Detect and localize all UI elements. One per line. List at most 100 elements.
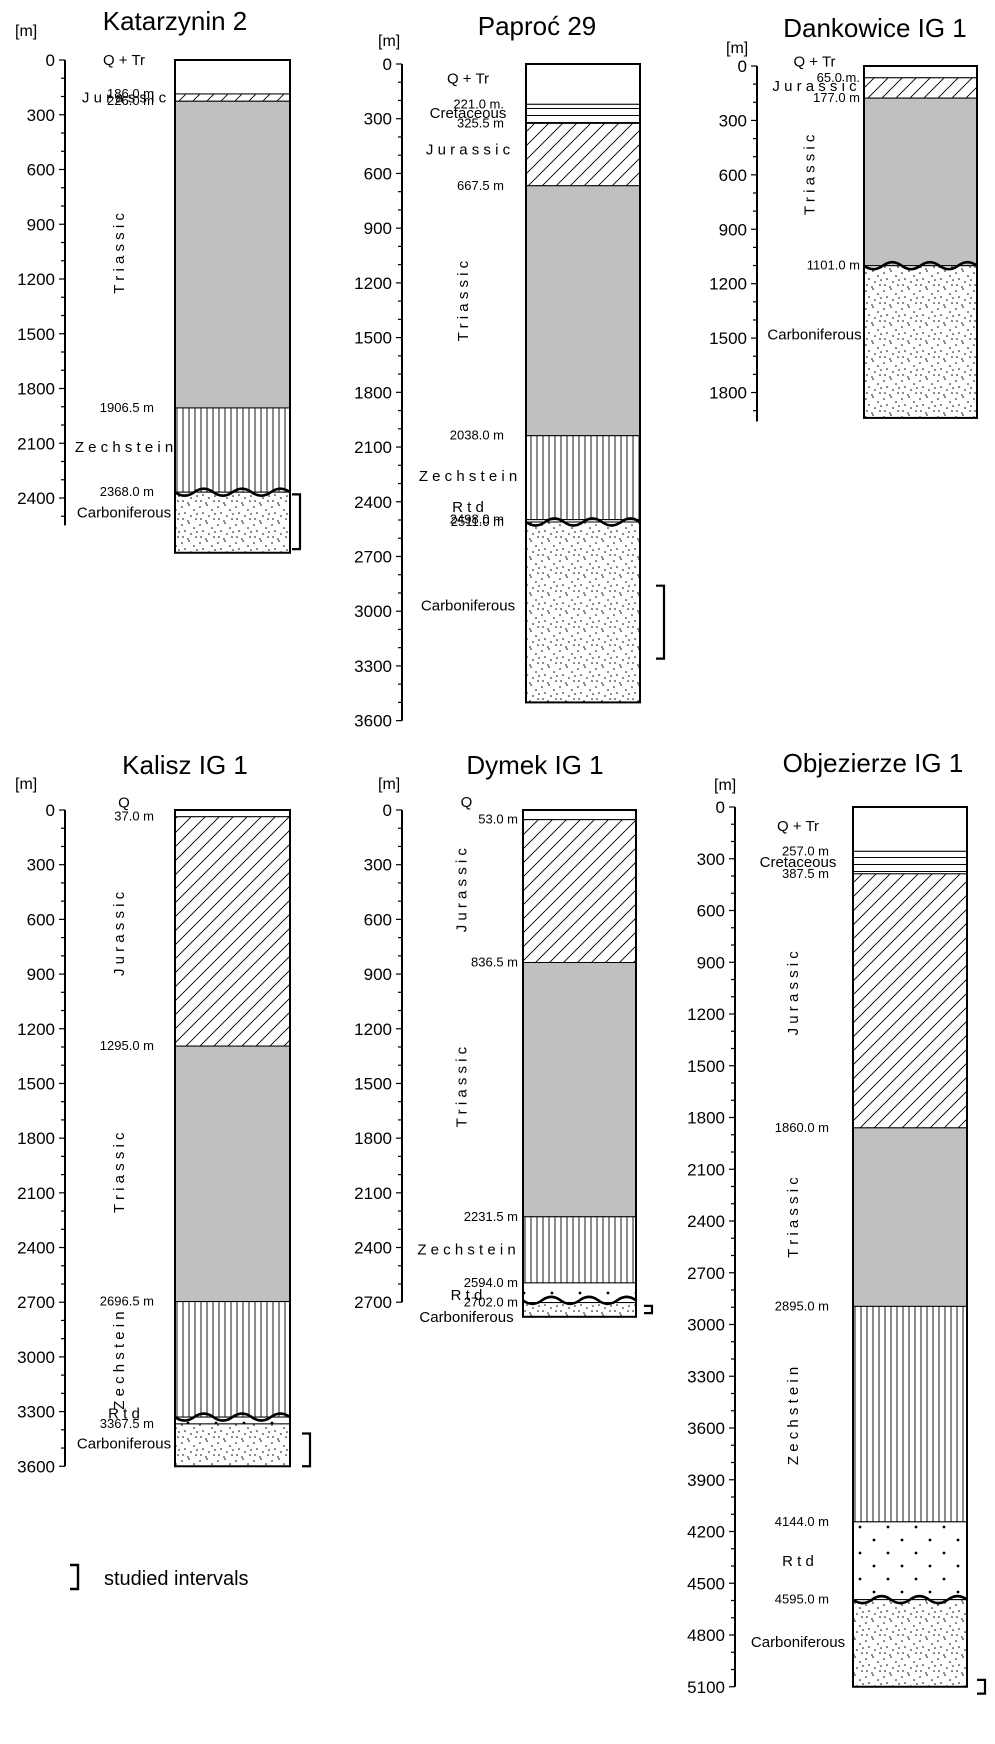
boundary-depth-label: 186.0 m: [107, 86, 154, 101]
axis-tick-label: 3000: [17, 1348, 55, 1367]
unit-label-cretaceous: Cretaceous: [430, 105, 507, 122]
layer-triassic: [852, 1127, 968, 1307]
axis-tick-label: 1800: [354, 383, 392, 402]
studied-interval-bracket: [977, 1678, 987, 1695]
column-title: Dankowice IG 1: [783, 13, 967, 43]
axis-tick-label: 300: [364, 110, 392, 129]
axis-tick-label: 900: [27, 215, 55, 234]
unit-label-j-u-r-a-s-s-i-c: J u r a s s i c: [772, 78, 857, 95]
axis-tick-label: 2400: [17, 489, 55, 508]
axis-tick-label: 900: [697, 953, 725, 972]
axis-unit-label: [m]: [714, 777, 736, 794]
legend-label: studied intervals: [104, 1568, 249, 1590]
axis-tick-label: 900: [364, 219, 392, 238]
boundary-depth-label: 2702.0 m: [464, 1295, 518, 1310]
axis-tick-label: 2100: [354, 1184, 392, 1203]
layer-zechstein: [174, 1301, 291, 1418]
axis-tick-label: 3300: [17, 1403, 55, 1422]
boundary-depth-label: 387.5 m: [782, 866, 829, 881]
unit-label-q-tr: Q + Tr: [793, 53, 835, 70]
axis-tick-label: 900: [364, 965, 392, 984]
axis-tick-label: 1800: [17, 380, 55, 399]
unit-label-t-r-i-a-s-s-i-c: T r i a s s i c: [111, 1132, 128, 1213]
boundary-depth-label: 1101.0 m: [807, 258, 860, 273]
axis-tick-label: 1200: [17, 270, 55, 289]
layer-jurassic: [522, 819, 637, 963]
boundary-depth-label: 53.0 m: [478, 812, 518, 827]
unit-label-t-r-i-a-s-s-i-c: T r i a s s i c: [785, 1177, 802, 1258]
axis-tick-label: 1500: [354, 329, 392, 348]
unit-label-t-r-i-a-s-s-i-c: T r i a s s i c: [802, 134, 819, 215]
boundary-depth-label: 2498.0 m: [450, 512, 504, 527]
boundary-depth-label: 221.0 m.: [453, 96, 504, 111]
boundary-depth-label: 37.0 m: [114, 809, 154, 824]
boundary-depth-label: 2895.0 m: [775, 1298, 829, 1313]
column-dankowice-ig-1: Dankowice IG 1 [m]0 300 600 900 1200 1500 1800 6…: [709, 13, 978, 422]
boundary-depth-label: 2696.5 m: [100, 1294, 154, 1309]
layer-q: [522, 809, 637, 821]
unit-label-j-u-r-a-s-s-i-c: J u r a s s i c: [82, 90, 167, 107]
column-frame: [525, 63, 641, 704]
column-title: Kalisz IG 1: [122, 750, 248, 780]
layer-carboniferous: [174, 1423, 291, 1467]
column-frame: [174, 809, 291, 1468]
unit-label-j-u-r-a-s-s-i-c: J u r a s s i c: [454, 848, 471, 933]
axis-tick-label: 600: [364, 910, 392, 929]
unit-label-carboniferous: Carboniferous: [77, 505, 171, 522]
axis-tick-label: 600: [719, 166, 747, 185]
unconformity-line: [174, 1412, 291, 1422]
axis-tick-label: 300: [719, 111, 747, 130]
axis-tick-label: 2100: [687, 1160, 725, 1179]
boundary-depth-label: 3367.5 m: [100, 1416, 154, 1431]
axis-tick-label: 2400: [687, 1212, 725, 1231]
axis-tick-label: 1800: [709, 384, 747, 403]
axis-tick-label: 3600: [17, 1457, 55, 1476]
axis-tick-label: 600: [364, 164, 392, 183]
layer-q-tr: [863, 65, 978, 79]
boundary-depth-label: 226.0 m: [107, 93, 154, 108]
layer-triassic: [174, 100, 291, 409]
column-title: Dymek IG 1: [466, 750, 603, 780]
unit-label-z-e-c-h-s-t-e-i-n: Z e c h s t e i n: [111, 1311, 128, 1409]
axis-tick-label: 2700: [354, 547, 392, 566]
column-katarzynin-2: Katarzynin 2 [m] 0 300 600 900 1200 1500 1800 210…: [15, 6, 302, 554]
axis-tick-label: 0: [383, 55, 392, 74]
studied-interval-bracket: [644, 1304, 654, 1315]
layer-zechstein: [852, 1305, 968, 1523]
axis-tick-label: 5100: [687, 1678, 725, 1697]
axis-tick-label: 2400: [354, 493, 392, 512]
layer-jurassic: [852, 873, 968, 1129]
column-frame: [852, 806, 968, 1688]
column-title: Paproć 29: [478, 11, 597, 41]
column-dymek-ig-1: Dymek IG 1 [m] 0 300 600 900 1200 1500 1800 2100 2…: [354, 750, 654, 1326]
unit-label-q-tr: Q + Tr: [777, 818, 819, 835]
column-title: Objezierze IG 1: [783, 748, 964, 778]
axis-tick-label: 2100: [17, 434, 55, 453]
column-frame: [863, 65, 978, 419]
axis-tick-label: 1800: [354, 1129, 392, 1148]
layer-q: [174, 809, 291, 818]
unit-label-carboniferous: Carboniferous: [751, 1634, 845, 1651]
unit-label-r-t-d: R t d: [108, 1405, 140, 1422]
layer-triassic: [522, 961, 637, 1218]
axis-tick-label: 3600: [687, 1419, 725, 1438]
unit-label-q: Q: [461, 794, 473, 811]
boundary-depth-label: 2038.0 m: [450, 428, 504, 443]
axis-tick-label: 1200: [687, 1005, 725, 1024]
axis-tick-label: 2100: [17, 1184, 55, 1203]
axis-tick-label: 1500: [17, 1074, 55, 1093]
axis-tick-label: 1200: [354, 1020, 392, 1039]
unconformity-line: [863, 260, 978, 271]
unit-label-j-u-r-a-s-s-i-c: J u r a s s i c: [426, 142, 511, 159]
unit-label-carboniferous: Carboniferous: [421, 598, 515, 615]
boundary-depth-label: 2511.0 m: [451, 514, 504, 529]
boundary-depth-label: 325.5 m: [457, 115, 504, 130]
layer-rtd: [852, 1521, 968, 1601]
studied-interval-bracket: [292, 493, 302, 551]
unconformity-line: [852, 1594, 968, 1605]
column-frame: [174, 59, 291, 554]
column-paproc-29: Paproć 29 [m] 0 300 600 900 1200 1500 1800 2100 24…: [354, 11, 666, 731]
boundary-depth-label: 257.0 m: [782, 843, 829, 858]
unit-label-z-e-c-h-s-t-e-i-n: Z e c h s t e i n: [419, 468, 517, 485]
axis-tick-label: 1500: [354, 1074, 392, 1093]
